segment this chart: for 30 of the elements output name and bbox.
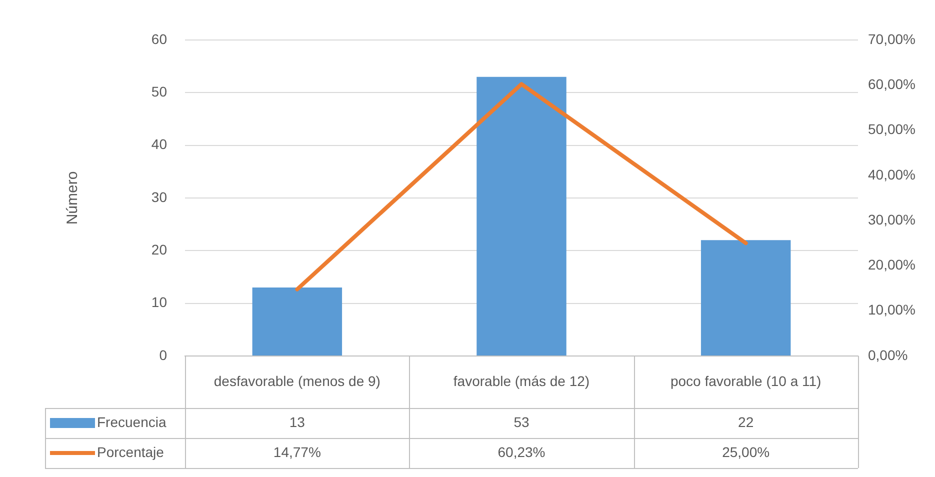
legend-label: Frecuencia xyxy=(97,414,166,430)
y2-tick-label: 30,00% xyxy=(868,211,916,228)
y-tick-label: 40 xyxy=(151,136,168,152)
data-label: 22 xyxy=(738,414,754,430)
y2-tick-label: 50,00% xyxy=(868,121,916,138)
bar xyxy=(252,288,342,356)
y2-tick-label: 10,00% xyxy=(868,302,916,318)
y2-tick-label: 70,00% xyxy=(868,30,916,47)
y2-tick-label: 60,00% xyxy=(868,76,916,92)
bar xyxy=(700,240,791,356)
x-tick-label: poco favorable (10 a 11) xyxy=(670,372,822,389)
y2-tick-label: 40,00% xyxy=(868,166,916,182)
x-tick-label: favorable (más de 12) xyxy=(453,372,590,389)
y2-tick-label: 0,00% xyxy=(868,346,908,363)
y2-tick-label: 20,00% xyxy=(868,256,916,273)
y-axis-title: Número xyxy=(64,171,82,225)
x-tick-label: desfavorable (menos de 9) xyxy=(214,372,380,389)
legend-label: Porcentaje xyxy=(97,444,164,460)
y-tick-label: 50 xyxy=(151,84,168,100)
data-label: 14,77% xyxy=(273,444,321,460)
y-tick-label: 60 xyxy=(151,30,168,47)
y-tick-label: 20 xyxy=(151,242,168,258)
y-tick-label: 30 xyxy=(151,188,168,205)
y-tick-label: 0 xyxy=(159,346,168,363)
bar xyxy=(476,76,566,356)
data-label: 60,23% xyxy=(498,444,546,460)
data-label: 25,00% xyxy=(722,444,770,460)
data-label: 53 xyxy=(514,414,530,430)
data-label: 13 xyxy=(289,414,306,430)
y-tick-label: 10 xyxy=(151,294,168,310)
